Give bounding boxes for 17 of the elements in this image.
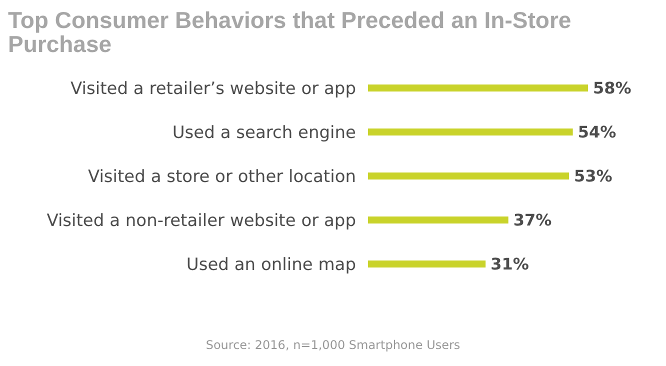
- chart-title: Top Consumer Behaviors that Preceded an In-Store Purchase: [8, 7, 572, 57]
- data-label: 37%: [513, 210, 552, 230]
- y-tick-label: Visited a store or other location: [88, 167, 356, 188]
- bar: [368, 216, 508, 224]
- bar: [368, 172, 570, 180]
- y-tick-label: Visited a non-retailer website or app: [46, 211, 356, 232]
- bar: [368, 260, 486, 268]
- bar: [368, 128, 573, 136]
- data-label: 54%: [578, 122, 616, 142]
- data-label: 53%: [574, 166, 612, 186]
- y-tick-label: Used an online map: [186, 255, 356, 276]
- data-label: 31%: [490, 254, 529, 274]
- source-note: Source: 2016, n=1,000 Smartphone Users: [204, 338, 462, 352]
- data-label: 58%: [593, 78, 632, 98]
- bar: [368, 84, 588, 92]
- y-tick-label: Visited a retailer’s website or app: [70, 79, 356, 100]
- y-tick-label: Used a search engine: [172, 123, 356, 144]
